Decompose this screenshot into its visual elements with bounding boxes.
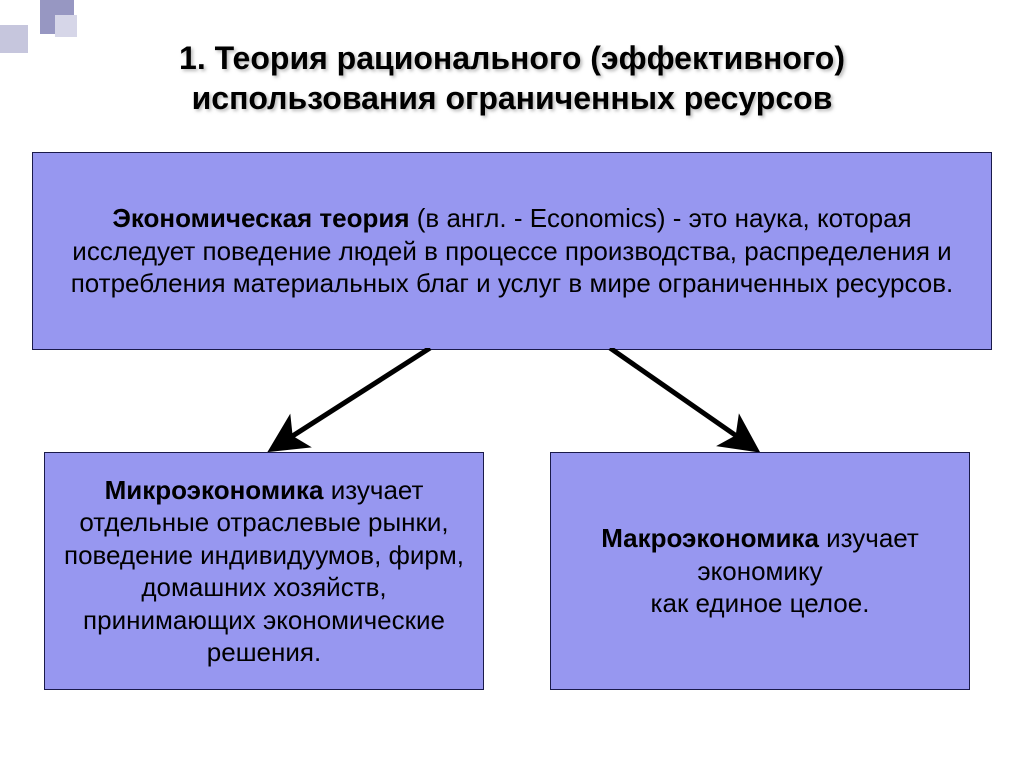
macro-rest-1: изучает <box>819 523 919 553</box>
micro-box: Микроэкономика изучает отдельные отрасле… <box>44 452 484 690</box>
arrow-left <box>280 348 430 444</box>
title-line-1: 1. Теория рационального (эффективного) <box>179 40 845 76</box>
definition-box: Экономическая теория (в англ. - Economic… <box>32 152 992 350</box>
micro-text: Микроэкономика изучает отдельные отрасле… <box>63 474 465 669</box>
macro-rest-3: как единое целое. <box>651 588 870 618</box>
macro-rest-2: экономику <box>697 556 822 586</box>
deco-square <box>55 15 77 37</box>
micro-lead: Микроэкономика <box>105 475 324 505</box>
definition-lead: Экономическая теория <box>112 203 409 233</box>
macro-text: Макроэкономика изучает экономику как еди… <box>601 522 919 620</box>
arrow-right <box>610 348 748 444</box>
connector-arrows <box>0 348 1024 458</box>
macro-box: Макроэкономика изучает экономику как еди… <box>550 452 970 690</box>
definition-text: Экономическая теория (в англ. - Economic… <box>51 202 973 300</box>
macro-lead: Макроэкономика <box>601 523 819 553</box>
slide-title: 1. Теория рационального (эффективного) и… <box>0 38 1024 118</box>
title-line-2: использования ограниченных ресурсов <box>192 80 833 116</box>
